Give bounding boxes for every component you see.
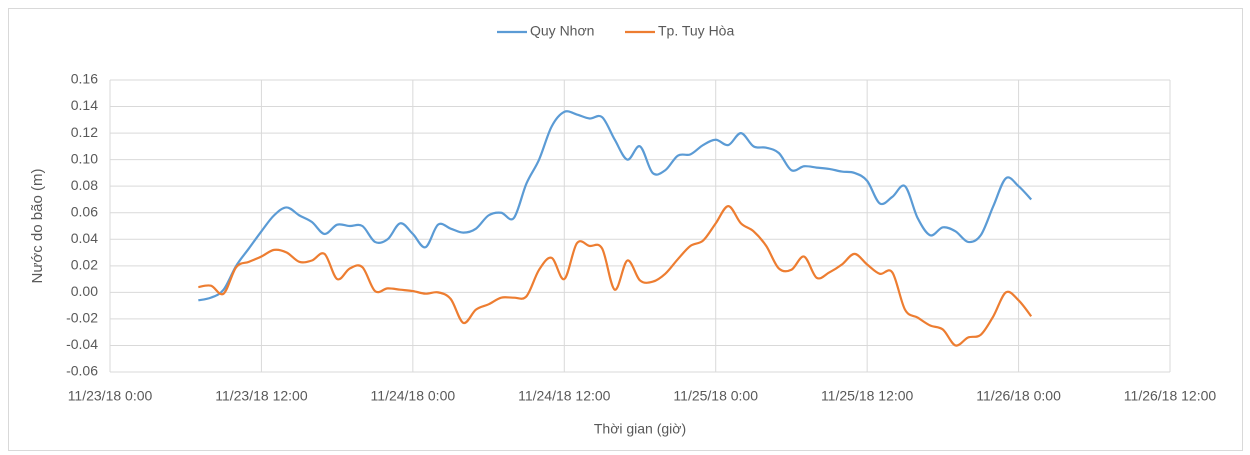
y-tick-label: 0.00 — [71, 283, 98, 299]
y-tick-label: -0.02 — [66, 310, 98, 326]
y-axis-label: Nước do bão (m) — [29, 169, 46, 284]
y-tick-label: 0.16 — [71, 71, 98, 87]
x-tick-label: 11/26/18 12:00 — [1124, 388, 1217, 404]
y-tick-label: 0.02 — [71, 257, 98, 273]
x-tick-label: 11/26/18 0:00 — [976, 388, 1061, 404]
series-line — [198, 110, 1032, 302]
x-tick-label: 11/23/18 0:00 — [68, 388, 153, 404]
x-tick-label: 11/24/18 0:00 — [371, 388, 456, 404]
series-line — [198, 204, 1033, 347]
x-tick-label: 11/23/18 12:00 — [215, 388, 308, 404]
y-tick-label: 0.06 — [71, 203, 98, 219]
y-tick-label: 0.14 — [71, 97, 98, 113]
y-tick-label: 0.12 — [71, 124, 98, 140]
y-tick-label: 0.10 — [71, 150, 98, 166]
x-axis-label: Thời gian (giờ) — [594, 421, 686, 437]
y-tick-label: -0.06 — [66, 363, 98, 379]
y-tick-label: 0.04 — [71, 230, 98, 246]
x-tick-label: 11/24/18 12:00 — [518, 388, 611, 404]
x-tick-label: 11/25/18 0:00 — [673, 388, 758, 404]
chart-border — [8, 8, 1243, 451]
y-tick-label: 0.08 — [71, 177, 98, 193]
legend-label: Quy Nhơn — [530, 23, 594, 39]
y-tick-label: -0.04 — [66, 336, 98, 352]
x-tick-label: 11/25/18 12:00 — [821, 388, 914, 404]
legend-label: Tp. Tuy Hòa — [658, 23, 734, 39]
